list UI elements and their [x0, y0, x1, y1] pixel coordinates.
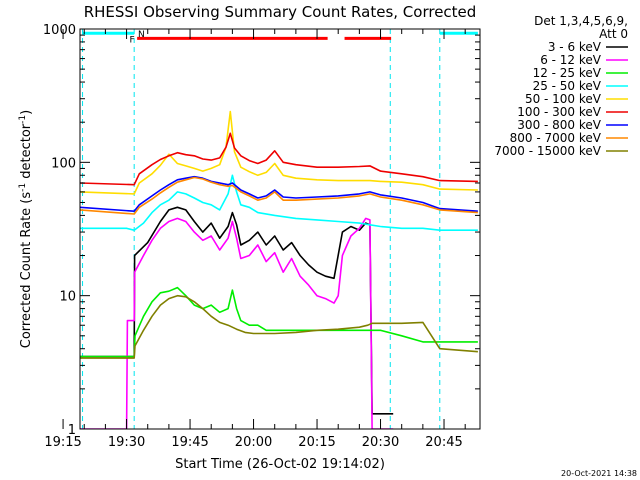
legend-header-line2: Att 0	[599, 27, 628, 41]
plot-frame	[79, 28, 481, 430]
legend-entry-label: 12 - 25 keV	[533, 66, 602, 80]
legend-entry-label: 3 - 6 keV	[548, 40, 602, 54]
legend-entry-label: 50 - 100 keV	[525, 92, 602, 106]
x-axis: 19:15 19:30 19:45 20:00 20:15 20:30 20:45	[44, 29, 466, 450]
time-markers	[82, 29, 441, 429]
series-line	[80, 175, 478, 212]
legend-entry-label: 6 - 12 keV	[540, 53, 602, 67]
legend-header-line1: Det 1,3,4,5,6,9,	[534, 14, 628, 28]
series-line	[80, 294, 478, 359]
legend-entry-label: 7000 - 15000 keV	[494, 144, 601, 158]
series-line	[80, 217, 394, 429]
series-line	[80, 110, 478, 195]
x-tick-label: 20:45	[425, 435, 462, 450]
chart-title: RHESSI Observing Summary Count Rates, Co…	[84, 3, 477, 21]
y-tick-label: 100	[51, 156, 76, 171]
flag-bars: FN	[82, 30, 478, 45]
y-axis-label-sup2: -1	[18, 115, 28, 124]
flag-label: F	[129, 35, 134, 45]
footer-timestamp: 20-Oct-2021 14:38	[561, 469, 637, 478]
x-axis-label: Start Time (26-Oct-02 19:14:02)	[175, 457, 385, 472]
series-line	[80, 174, 478, 231]
y-axis-label-mid: detector	[19, 123, 34, 183]
x-tick-label: 19:45	[171, 435, 208, 450]
y-tick-label: 1000	[43, 23, 76, 38]
y-axis-label-end: )	[19, 110, 34, 115]
series-line	[80, 286, 478, 358]
series-line	[80, 206, 394, 415]
y-axis-label-main: Corrected Count Rate (s	[19, 192, 34, 349]
y-axis-label: Corrected Count Rate (s-1 detector-1)	[18, 110, 34, 348]
y-axis: 1 10 100 1000	[43, 23, 480, 438]
x-tick-label: 20:00	[235, 435, 272, 450]
x-tick-label: 20:15	[298, 435, 335, 450]
legend-entry-label: 25 - 50 keV	[533, 79, 602, 93]
legend-entry-label: 100 - 300 keV	[517, 105, 601, 119]
series-line	[80, 132, 478, 186]
x-tick-label: 19:30	[108, 435, 145, 450]
x-tick-label: 20:30	[362, 435, 399, 450]
legend-entry-label: 300 - 800 keV	[517, 118, 601, 132]
series-line	[80, 176, 478, 215]
y-axis-label-sup1: -1	[18, 183, 28, 192]
flag-label: N	[138, 30, 145, 40]
series-lines	[80, 110, 478, 429]
x-tick-label: 19:15	[44, 435, 81, 450]
legend-entry-label: 800 - 7000 keV	[510, 131, 602, 145]
y-tick-label: 10	[59, 290, 76, 305]
y-tick-label: 1	[68, 423, 76, 438]
